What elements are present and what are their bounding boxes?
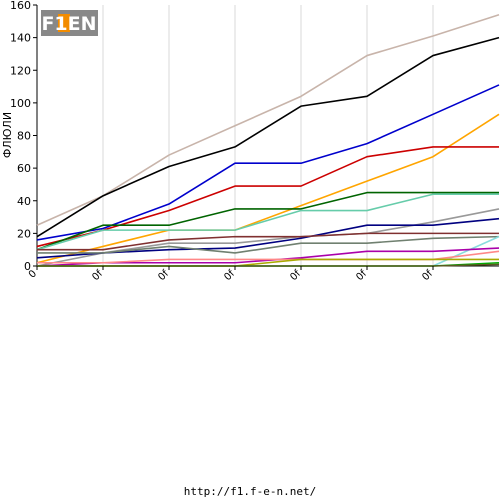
series-line-11	[37, 235, 500, 254]
x-axis-ticks: 0 0f 0f 0f 0f 0f 0f	[27, 266, 435, 283]
y-tick-label: 160	[10, 0, 31, 12]
x-tick-label: 0f	[288, 268, 303, 283]
x-tick-label: 0f	[156, 268, 171, 283]
y-tick-label: 140	[10, 32, 31, 45]
logo-text: F1EN	[41, 13, 96, 35]
series-lines	[36, 14, 500, 267]
x-tick-label: 0f	[354, 268, 369, 283]
x-tick-label: 0	[27, 268, 39, 280]
grid-lines	[102, 5, 434, 266]
series-line-1	[36, 14, 500, 226]
x-tick-label: 0f	[420, 268, 435, 283]
f1en-logo: F1EN	[41, 10, 98, 36]
y-tick-label: 60	[17, 162, 31, 175]
y-tick-label: 80	[17, 130, 31, 143]
y-tick-label: 120	[10, 64, 31, 77]
series-line-5	[36, 146, 499, 248]
logo-accent	[58, 14, 70, 32]
y-tick-label: 0	[24, 260, 31, 273]
series-line-17	[37, 263, 500, 267]
series-line-4	[36, 113, 500, 264]
y-tick-label: 100	[10, 97, 31, 110]
x-tick-label: 0f	[90, 268, 105, 283]
y-tick-label: 20	[17, 227, 31, 240]
series-line-6	[36, 191, 499, 251]
x-tick-label: 0f	[222, 268, 237, 283]
source-url: http://f1.f-e-n.net/	[183, 485, 317, 498]
series-line-7	[36, 193, 499, 251]
series-line-2	[36, 36, 500, 238]
y-axis-ticks: 0 20 40 60 80 100 120 140 160	[10, 0, 37, 273]
y-tick-label: 40	[17, 195, 31, 208]
series-line-10	[37, 232, 499, 251]
series-line-3	[36, 84, 500, 241]
y-axis-label: ФЛЮЛИ	[1, 112, 14, 158]
